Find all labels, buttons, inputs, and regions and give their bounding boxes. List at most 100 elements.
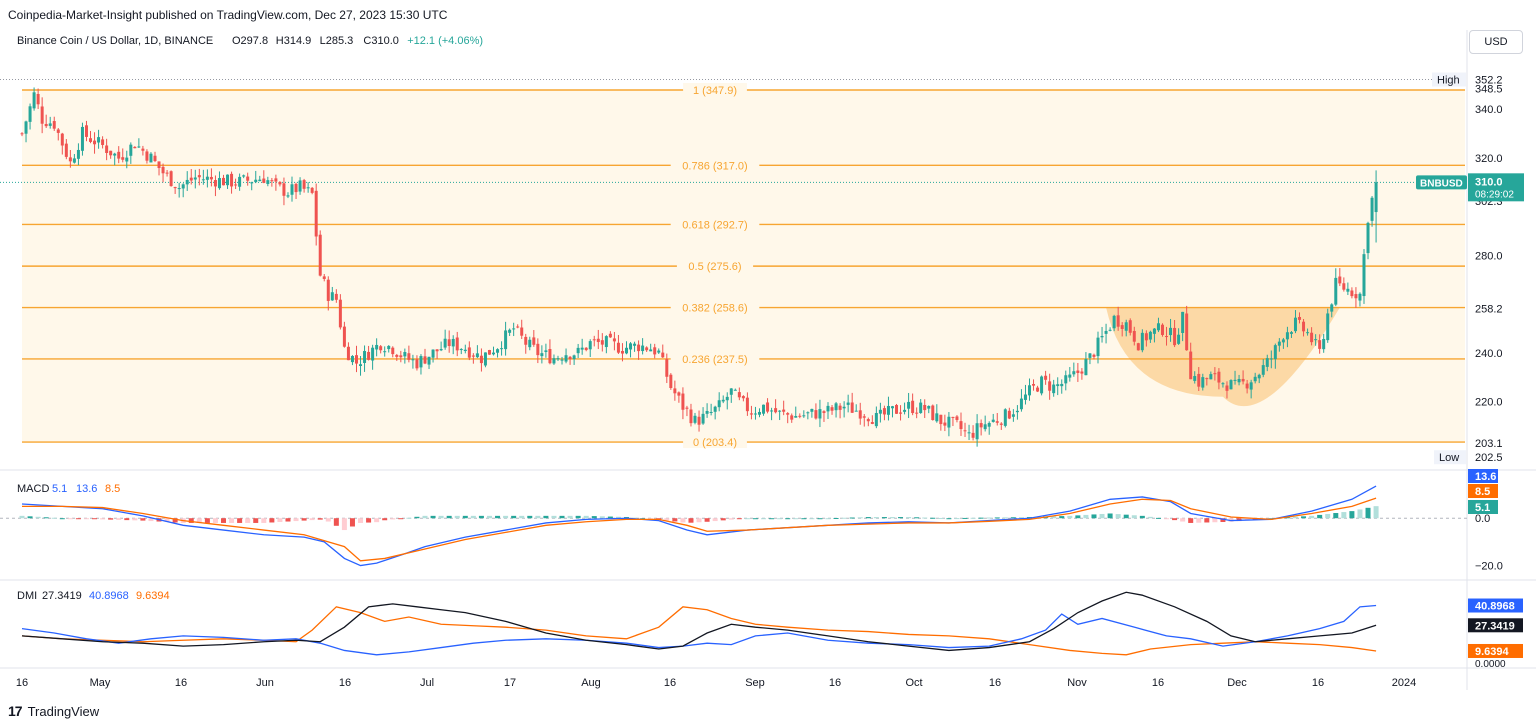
price-axis-tick: 240.0 — [1475, 348, 1503, 360]
macd-histogram-bar — [75, 518, 81, 520]
candle-body — [778, 410, 782, 412]
macd-value: 8.5 — [105, 483, 120, 495]
macd-histogram-bar — [1002, 517, 1008, 519]
macd-histogram-bar — [1131, 515, 1137, 519]
candle-body — [604, 336, 608, 348]
candle-body — [1281, 339, 1285, 343]
candle-body — [1253, 376, 1257, 382]
candle-body — [749, 413, 753, 415]
candle-body — [886, 405, 890, 415]
macd-histogram-bar — [188, 518, 194, 523]
chart-canvas[interactable]: 1 (347.9) 0.786 (317.0) 0.618 (292.7) 0.5 (… — [0, 0, 1536, 700]
time-axis-tick: 16 — [175, 677, 187, 689]
candle-body — [524, 336, 528, 345]
fib-label-bg — [670, 217, 760, 231]
candle-body — [350, 355, 354, 363]
candle-body — [379, 346, 383, 351]
time-axis-tick: 16 — [989, 677, 1001, 689]
dmi-badge: 40.8968 — [1475, 601, 1515, 613]
time-axis-tick: Dec — [1227, 677, 1247, 689]
candle-body — [709, 411, 713, 413]
macd-histogram-bar — [148, 518, 154, 522]
candle-body — [963, 430, 967, 432]
candle-body — [790, 415, 794, 420]
candle-body — [923, 404, 927, 411]
candle-body — [705, 410, 709, 414]
candle-body — [1100, 335, 1104, 338]
candle-body — [1152, 328, 1156, 334]
macd-histogram-bar — [341, 518, 347, 531]
last-price-tag-bg — [1468, 173, 1524, 202]
candle-body — [834, 403, 838, 411]
macd-histogram-bar — [986, 517, 992, 519]
candle-body — [822, 411, 826, 413]
candle-body — [528, 339, 532, 348]
macd-histogram-bar — [1115, 514, 1121, 519]
price-axis-tick: 340.0 — [1475, 104, 1503, 116]
candle-body — [459, 349, 463, 351]
dmi-value: 40.8968 — [89, 590, 129, 602]
candle-body — [1056, 384, 1060, 387]
candle-body — [250, 182, 254, 184]
macd-histogram-bar — [946, 518, 952, 520]
currency-button[interactable]: USD — [1469, 30, 1523, 54]
macd-histogram-bar — [51, 517, 57, 519]
candle-body — [1370, 197, 1374, 221]
macd-histogram-bar — [333, 518, 339, 526]
ohlc-value: +12.1 (+4.06%) — [407, 35, 483, 47]
candle-body — [76, 149, 80, 159]
candle-body — [290, 184, 294, 195]
candle-body — [1064, 375, 1068, 384]
tradingview-logo[interactable]: 17 TradingView — [8, 703, 99, 719]
candle-body — [882, 408, 886, 415]
macd-histogram-bar — [1268, 518, 1274, 520]
candle-body — [161, 166, 165, 174]
candle-body — [1197, 373, 1201, 387]
macd-histogram-bar — [793, 518, 799, 520]
candle-body — [1261, 365, 1265, 375]
candle-body — [363, 351, 367, 363]
macd-histogram-bar — [1325, 513, 1331, 519]
candle-body — [483, 352, 487, 366]
candle-body — [334, 293, 338, 300]
macd-histogram-bar — [374, 518, 380, 523]
macd-histogram-bar — [1309, 515, 1315, 519]
macd-histogram-bar — [583, 515, 589, 519]
candle-body — [1249, 382, 1253, 390]
candle-body — [794, 416, 798, 418]
time-axis-tick: Jul — [420, 677, 434, 689]
fib-label-bg — [683, 82, 747, 96]
symbol-title: Binance Coin / US Dollar, 1D, BINANCE — [17, 35, 213, 47]
candle-body — [1293, 317, 1297, 332]
macd-histogram-bar — [889, 517, 895, 519]
candle-body — [443, 338, 447, 348]
candle-body — [927, 405, 931, 409]
macd-histogram-bar — [83, 518, 89, 520]
candle-body — [133, 146, 137, 149]
candle-body — [608, 333, 612, 338]
candle-body — [121, 157, 125, 160]
macd-histogram-bar — [358, 518, 364, 523]
candle-body — [753, 413, 757, 415]
candle-body — [1177, 334, 1181, 344]
macd-histogram-bar — [817, 518, 823, 520]
macd-histogram-bar — [108, 518, 114, 520]
macd-histogram-bar — [575, 515, 581, 519]
candle-body — [616, 342, 620, 353]
candle-body — [653, 347, 657, 355]
macd-label: MACD — [17, 483, 49, 495]
macd-histogram-bar — [454, 515, 460, 519]
macd-histogram-bar — [720, 518, 726, 521]
candle-body — [1229, 380, 1233, 390]
macd-histogram-bar — [470, 515, 476, 519]
candle-body — [741, 396, 745, 399]
candle-body — [915, 412, 919, 414]
candle-body — [693, 415, 697, 423]
macd-histogram-bar — [43, 517, 49, 519]
candle-body — [1088, 353, 1092, 358]
candle-body — [870, 422, 874, 424]
candle-body — [947, 416, 951, 428]
candle-body — [1338, 276, 1342, 284]
candle-body — [1036, 387, 1040, 392]
candle-body — [826, 405, 830, 412]
